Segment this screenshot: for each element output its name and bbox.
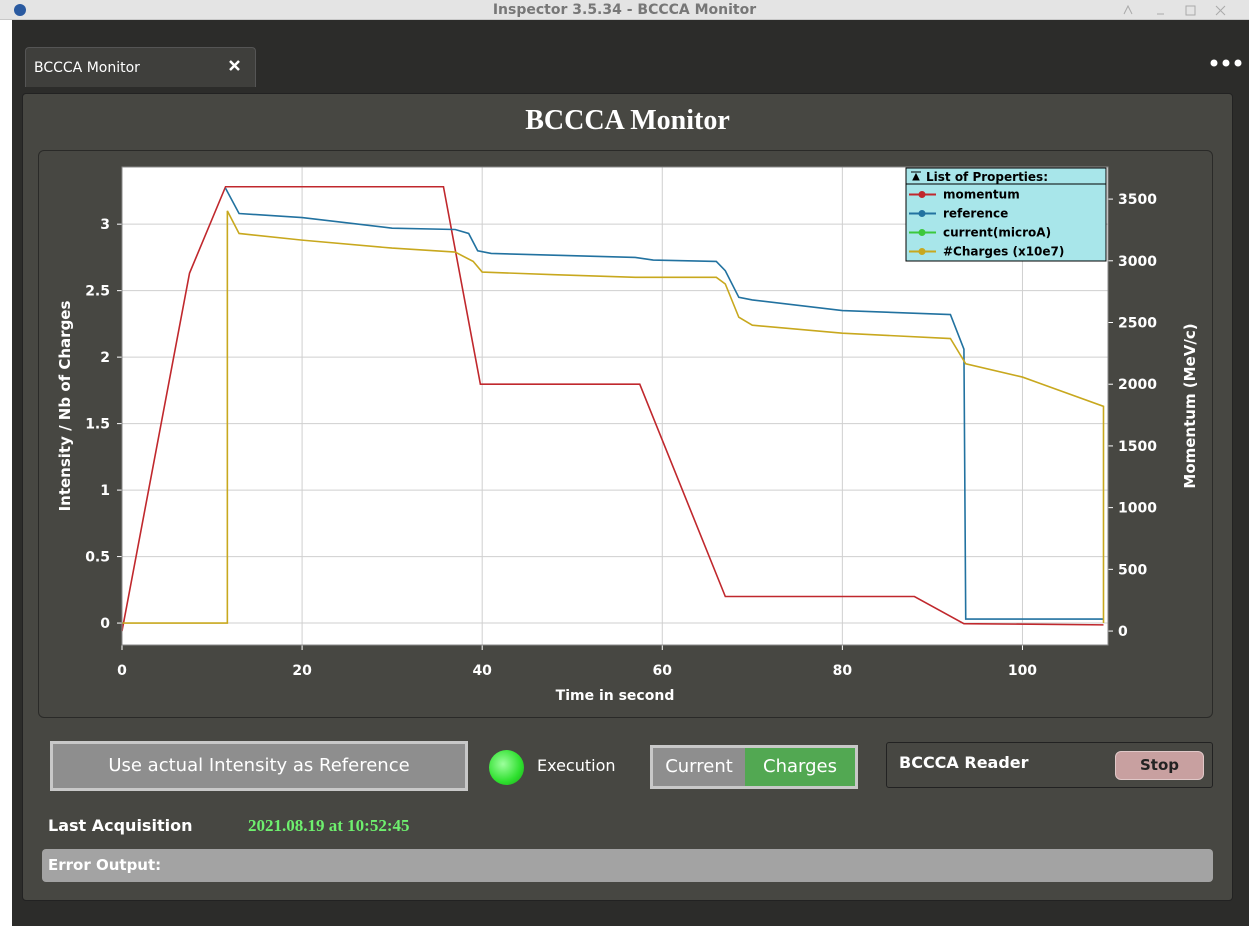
chart: 0 20 40 60 80 10000.511.522.53050010001500200… (56, 166, 1199, 704)
legend-title: List of Properties: (926, 170, 1048, 184)
legend-marker (918, 248, 926, 255)
tab-label: BCCCA Monitor (34, 60, 140, 76)
x-tick-label: 80 (833, 663, 853, 679)
legend-label: momentum (943, 188, 1020, 202)
y-axis-label: Intensity / Nb of Charges (56, 301, 74, 512)
plot-border (121, 166, 1109, 646)
y2-tick-label: 1500 (1118, 439, 1157, 455)
reader-label: BCCCA Reader (899, 753, 1029, 772)
acquisition-value: 2021.08.19 at 10:52:45 (248, 816, 410, 835)
y2-axis-label: Momentum (MeV/c) (1181, 323, 1199, 488)
series-line (224, 187, 1104, 620)
mode-toggle: Current Charges (650, 745, 858, 789)
y-tick-label: 2.5 (85, 284, 110, 300)
pin-button[interactable] (1123, 4, 1133, 15)
y2-tick-label: 0 (1118, 624, 1128, 640)
toggle-current[interactable]: Current (665, 756, 733, 777)
x-tick-label: 20 (292, 663, 312, 679)
x-tick-label: 60 (653, 663, 673, 679)
y2-tick-label: 2500 (1118, 316, 1157, 332)
y-tick-label: 0 (100, 616, 110, 632)
chart-frame (38, 150, 1213, 718)
app-icon (14, 4, 26, 16)
tab[interactable]: BCCCA Monitor (25, 47, 256, 87)
y2-tick-label: 500 (1118, 562, 1147, 578)
maximize-button[interactable] (1185, 5, 1196, 16)
panel-title: BCCCA Monitor (525, 105, 730, 136)
tab-close[interactable] (229, 60, 240, 71)
y-tick-label: 0.5 (85, 550, 110, 566)
y2-tick-label: 3500 (1118, 192, 1157, 208)
y2-tick-label: 1000 (1118, 501, 1157, 517)
y-tick-label: 1 (100, 483, 110, 499)
legend-label: current(microA) (943, 226, 1051, 240)
acquisition-label: Last Acquisition (48, 816, 193, 835)
legend-marker (918, 191, 926, 198)
legend-marker (918, 229, 926, 236)
legend-marker (918, 210, 926, 217)
x-tick-label: 100 (1008, 663, 1037, 679)
x-axis-label: Time in second (556, 688, 675, 704)
y2-tick-label: 3000 (1118, 254, 1157, 270)
y-tick-label: 2 (100, 350, 110, 366)
toggle-charges[interactable]: Charges (745, 748, 855, 786)
tab-icons (229, 60, 240, 71)
window-title: Inspector 3.5.34 - BCCCA Monitor (0, 0, 1249, 20)
x-tick-label: 40 (472, 663, 492, 679)
y-tick-label: 3 (100, 217, 110, 233)
legend-label: #Charges (x10e7) (943, 245, 1064, 259)
series-line (122, 210, 1105, 624)
legend: List of Properties: momentum reference curr… (905, 167, 1107, 262)
y2-tick-label: 2000 (1118, 377, 1157, 393)
legend-icon (911, 171, 921, 181)
reader-box (886, 742, 1213, 788)
legend-label: reference (943, 207, 1008, 221)
stop-button[interactable]: Stop (1115, 751, 1204, 780)
reference-button[interactable]: Use actual Intensity as Reference (50, 741, 468, 791)
error-output: Error Output: (42, 849, 1213, 882)
close-button[interactable] (1215, 5, 1226, 16)
y-tick-label: 1.5 (85, 417, 110, 433)
error-label: Error Output: (48, 856, 162, 874)
more-menu[interactable] (1205, 55, 1249, 71)
execution-label: Execution (537, 756, 616, 775)
window-controls (14, 4, 1226, 16)
series-line (121, 185, 1104, 632)
x-tick-label: 0 (117, 663, 127, 679)
execution-led (489, 750, 524, 785)
